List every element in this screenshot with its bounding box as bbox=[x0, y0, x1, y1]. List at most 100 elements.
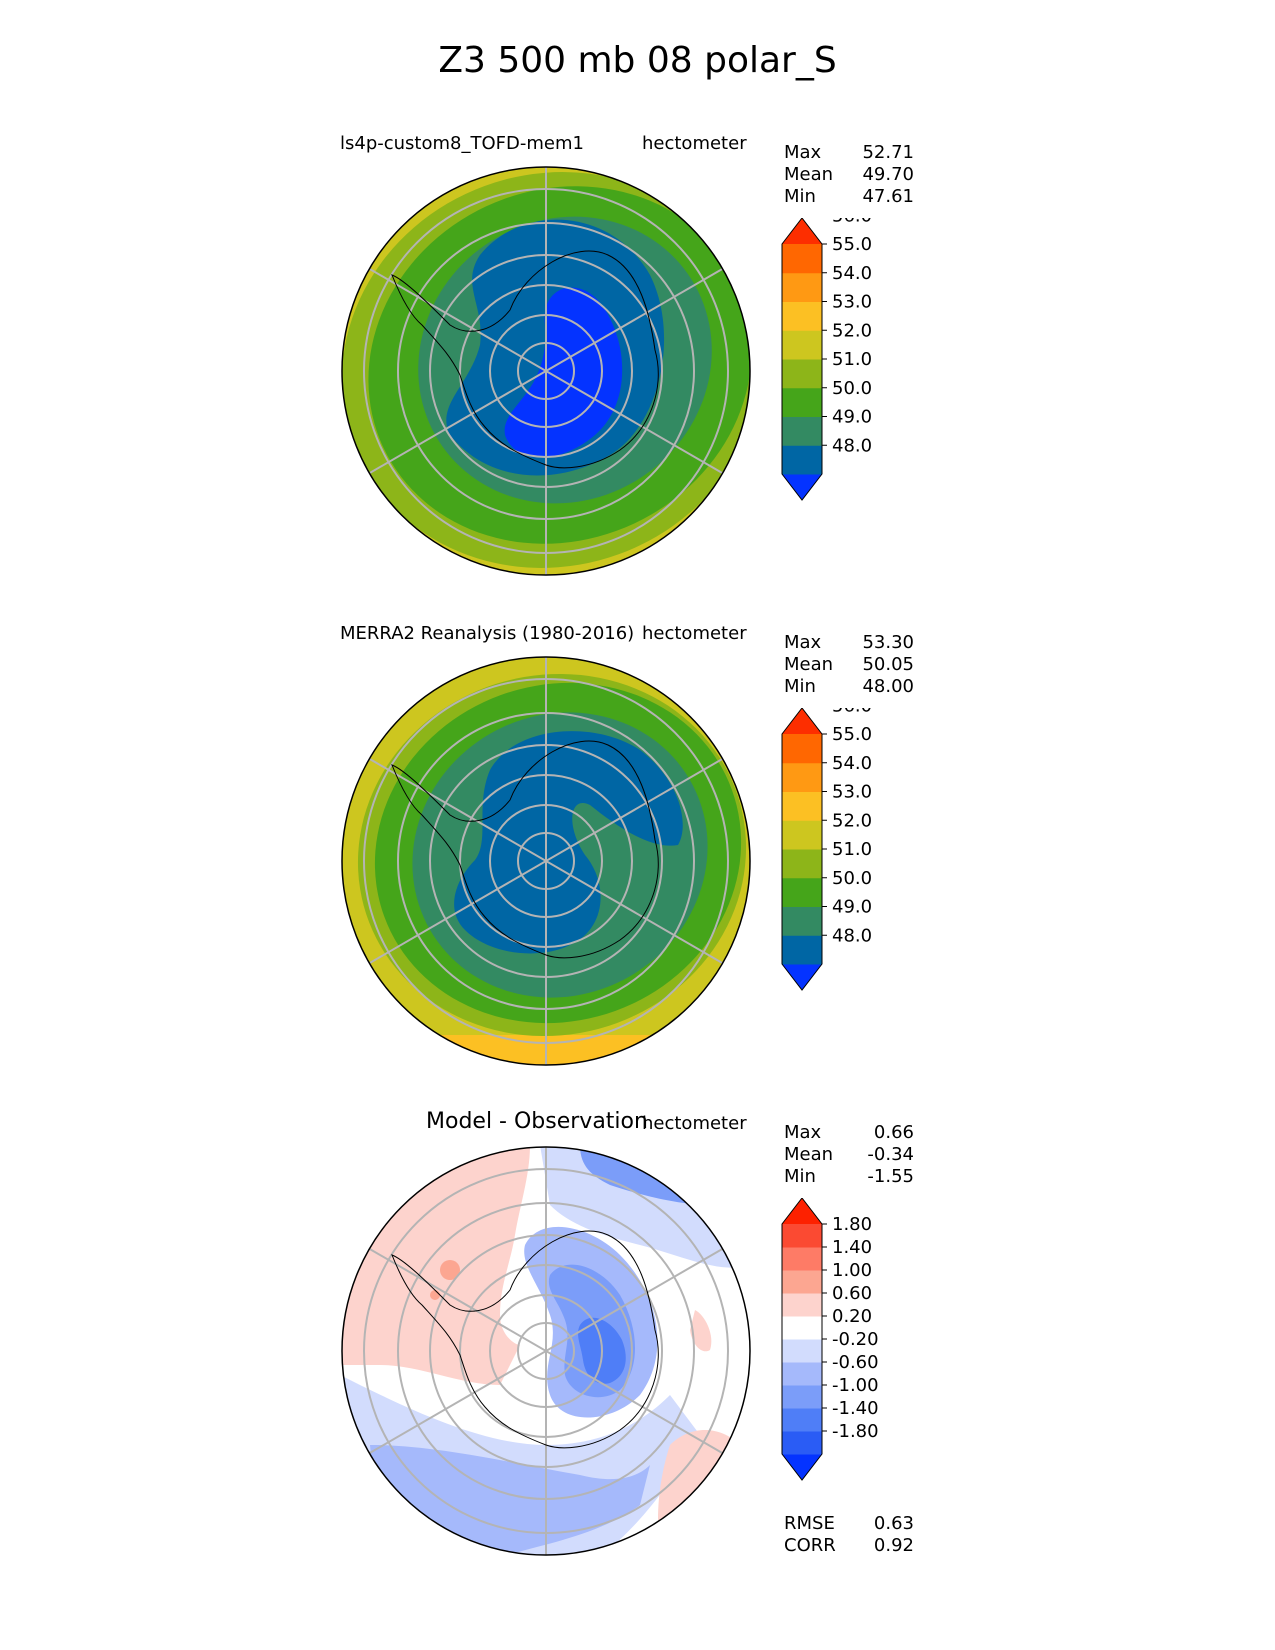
colorbar-tick-label: 53.0 bbox=[832, 292, 872, 313]
map-border bbox=[341, 166, 751, 576]
stat-value: 47.61 bbox=[862, 186, 914, 207]
colorbar-segment bbox=[782, 1385, 822, 1409]
stat-label: Mean bbox=[784, 1144, 834, 1165]
colorbar-segment bbox=[782, 877, 822, 907]
antarctica-coastline bbox=[391, 1230, 659, 1449]
colorbar-segment bbox=[782, 1224, 822, 1248]
stat-label: Max bbox=[784, 632, 822, 653]
colorbar-segment bbox=[782, 1362, 822, 1386]
stat-label: Mean bbox=[784, 164, 834, 185]
colorbar-segment bbox=[782, 906, 822, 936]
colorbar-tick-label: 56.0 bbox=[832, 708, 872, 716]
panel3-error-stats: RMSE 0.63 CORR 0.92 bbox=[784, 1513, 914, 1557]
colorbar-extend-min bbox=[782, 1454, 822, 1480]
colorbar-tick-label: 53.0 bbox=[832, 782, 872, 803]
stat-value: 50.05 bbox=[862, 654, 914, 675]
colorbar-extend-max bbox=[782, 1198, 822, 1224]
colorbar-tick-label: 49.0 bbox=[832, 407, 872, 428]
colorbar-segment bbox=[782, 791, 822, 821]
stat-label: Min bbox=[784, 676, 816, 697]
antarctica-coastline bbox=[391, 250, 659, 469]
stat-label: Min bbox=[784, 1166, 816, 1187]
colorbar-segment bbox=[782, 935, 822, 965]
map-border bbox=[341, 656, 751, 1066]
colorbar-extend-min bbox=[782, 474, 822, 500]
colorbar-segment bbox=[782, 849, 822, 879]
colorbar-tick-label: 49.0 bbox=[832, 897, 872, 918]
colorbar-tick-label: 51.0 bbox=[832, 839, 872, 860]
map-observation bbox=[341, 656, 751, 1066]
colorbar-segment bbox=[782, 1247, 822, 1271]
colorbar-extend-max bbox=[782, 708, 822, 734]
colorbar-segment bbox=[782, 387, 822, 417]
colorbar-segment bbox=[782, 359, 822, 389]
colorbar-segment bbox=[782, 1339, 822, 1363]
panel3-units: hectometer bbox=[642, 1113, 747, 1134]
colorbar-segment bbox=[782, 1293, 822, 1317]
colorbar-outline bbox=[781, 218, 823, 501]
stat-value: -1.55 bbox=[867, 1166, 914, 1187]
colorbar-tick-label: 51.0 bbox=[832, 349, 872, 370]
stat-label: Min bbox=[784, 186, 816, 207]
colorbar-segment bbox=[782, 734, 822, 764]
stat-value: 0.63 bbox=[873, 1513, 914, 1534]
panel3-title: Model - Observation bbox=[426, 1109, 648, 1134]
stat-label: Max bbox=[784, 142, 822, 163]
colorbar-tick-label: -0.60 bbox=[832, 1352, 879, 1373]
map-model bbox=[341, 166, 751, 576]
stat-label: Max bbox=[784, 1122, 822, 1143]
colorbar-outline bbox=[781, 708, 823, 991]
colorbar-tick-label: 55.0 bbox=[832, 234, 872, 255]
colorbar-outline bbox=[781, 1198, 823, 1481]
colorbar-tick-label: -1.00 bbox=[832, 1375, 879, 1396]
stat-label: CORR bbox=[784, 1535, 836, 1556]
stat-value: 0.92 bbox=[873, 1535, 914, 1556]
colorbar-observation: 48.0 49.0 50.0 51.0 52.0 53.0 54.0 55.0 56.0 bbox=[781, 708, 872, 991]
colorbar-tick-label: 0.60 bbox=[832, 1283, 872, 1304]
colorbar-tick-label: -1.40 bbox=[832, 1398, 879, 1419]
panel2-title: MERRA2 Reanalysis (1980-2016) bbox=[340, 623, 635, 644]
stat-value: -0.34 bbox=[867, 1144, 914, 1165]
colorbar-model: 48.0 49.0 50.0 51.0 52.0 53.0 54.0 55.0 56.0 bbox=[781, 218, 872, 501]
colorbar-tick-label: 48.0 bbox=[832, 925, 872, 946]
panel2-stats: Max 53.30 Mean 50.05 Min 48.00 bbox=[784, 632, 914, 698]
colorbar-segment bbox=[782, 1316, 822, 1340]
colorbar-tick-label: 1.40 bbox=[832, 1237, 872, 1258]
colorbar-tick-label: 56.0 bbox=[832, 218, 872, 226]
colorbar-extend-max bbox=[782, 218, 822, 244]
colorbar-tick-label: 0.20 bbox=[832, 1306, 872, 1327]
colorbar-tick-label: 50.0 bbox=[832, 378, 872, 399]
colorbar-tick-label: 55.0 bbox=[832, 724, 872, 745]
map-difference bbox=[341, 1146, 751, 1556]
colorbar-tick-label: -1.80 bbox=[832, 1421, 879, 1442]
colorbar-segment bbox=[782, 820, 822, 850]
panel1-units: hectometer bbox=[642, 133, 747, 154]
colorbar-segment bbox=[782, 1270, 822, 1294]
colorbar-segment bbox=[782, 301, 822, 331]
colorbar-segment bbox=[782, 272, 822, 302]
antarctica-coastline bbox=[391, 740, 659, 959]
colorbar-segment bbox=[782, 1408, 822, 1432]
colorbar-extend-min bbox=[782, 964, 822, 990]
colorbar-tick-label: 52.0 bbox=[832, 320, 872, 341]
graticule bbox=[363, 1147, 729, 1555]
colorbar-segment bbox=[782, 445, 822, 475]
colorbar-tick-label: 54.0 bbox=[832, 753, 872, 774]
stat-value: 49.70 bbox=[862, 164, 914, 185]
stat-value: 53.30 bbox=[862, 632, 914, 653]
colorbar-segment bbox=[782, 1431, 822, 1455]
panel1-title: ls4p-custom8_TOFD-mem1 bbox=[340, 133, 584, 154]
colorbar-tick-label: -0.20 bbox=[832, 1329, 879, 1350]
colorbar-tick-label: 52.0 bbox=[832, 810, 872, 831]
panel1-stats: Max 52.71 Mean 49.70 Min 47.61 bbox=[784, 142, 914, 208]
colorbar-segment bbox=[782, 330, 822, 360]
colorbar-difference: -1.80-1.40-1.00-0.60-0.200.200.601.001.4… bbox=[781, 1198, 879, 1481]
stat-label: RMSE bbox=[784, 1513, 835, 1534]
colorbar-segment bbox=[782, 244, 822, 274]
stat-label: Mean bbox=[784, 654, 834, 675]
stat-value: 0.66 bbox=[873, 1122, 914, 1143]
colorbar-tick-label: 50.0 bbox=[832, 868, 872, 889]
colorbar-tick-label: 48.0 bbox=[832, 435, 872, 456]
map-border bbox=[341, 1146, 751, 1556]
stat-value: 52.71 bbox=[862, 142, 914, 163]
